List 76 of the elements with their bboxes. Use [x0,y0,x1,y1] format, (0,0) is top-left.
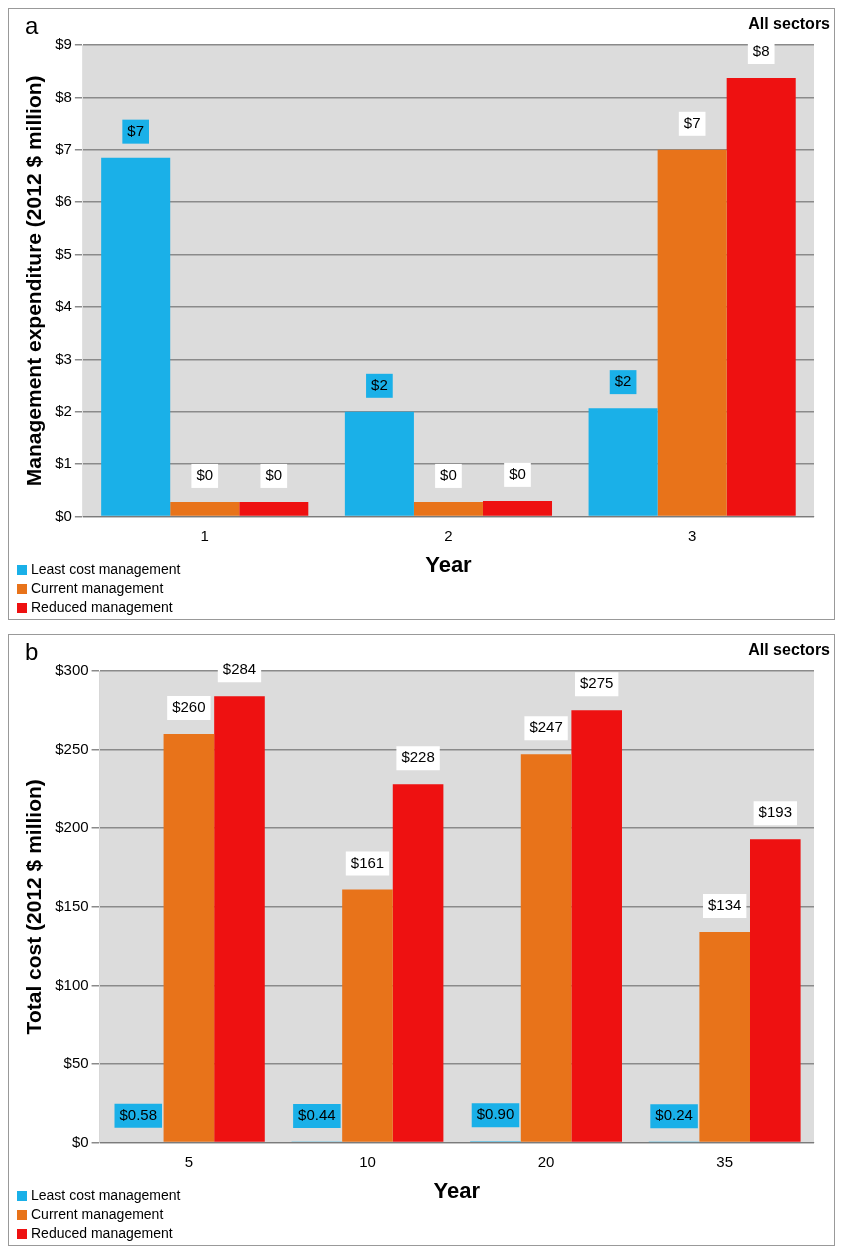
y-tick-label: $7 [55,139,72,157]
data-label: $0 [509,465,526,483]
data-label: $7 [127,121,145,139]
bar [101,157,171,516]
bar [413,501,483,516]
x-axis-title: Year [433,1177,481,1203]
bar [657,149,727,516]
bar [520,754,572,1142]
y-tick-label: $1 [55,454,72,472]
y-tick-label: $150 [55,896,89,914]
y-tick-label: $3 [55,349,72,367]
legend-label: Current management [31,1205,164,1224]
bar [699,931,750,1142]
data-label: $0.44 [298,1106,336,1124]
data-label: $260 [172,698,206,716]
x-tick-label: 5 [184,1152,194,1170]
y-tick-label: $100 [55,975,89,993]
y-tick-label: $8 [55,87,72,105]
bar [588,408,658,516]
data-label: $134 [708,896,742,914]
data-label: $247 [529,718,563,736]
y-tick-label: $4 [55,297,72,315]
y-axis-title: Total cost (2012 $ million) [22,779,46,1035]
data-label: $284 [222,660,257,678]
legend-label: Least cost management [31,1186,181,1205]
bar [344,411,414,516]
bar [392,784,444,1142]
bar [571,710,622,1142]
data-label: $0 [265,466,283,484]
y-tick-label: $0 [55,506,72,524]
x-tick-label: 1 [200,526,209,544]
text: All sectors [748,15,831,33]
text: a [25,11,39,39]
bar [163,733,215,1142]
y-tick-label: $0 [71,1132,89,1150]
legend-label: Reduced management [31,1224,173,1243]
data-label: $275 [580,674,614,692]
bar [214,696,265,1142]
data-label: $0 [196,466,214,484]
legend-label: Reduced management [31,598,173,617]
x-axis-title: Year [425,551,473,577]
text: All sectors [748,641,831,659]
legend-label: Current management [31,579,164,598]
y-tick-label: $250 [55,739,89,757]
data-label: $7 [683,113,701,131]
data-label: $0.24 [655,1106,693,1124]
y-tick-label: $6 [55,192,72,210]
y-tick-label: $200 [55,818,89,836]
y-axis-title: Management expenditure (2012 $ million) [22,75,46,487]
bar [239,501,309,516]
data-label: $2 [371,375,388,393]
data-label: $0.58 [119,1105,158,1123]
y-tick-label: $50 [63,1054,89,1072]
data-label: $8 [752,42,770,60]
data-label: $193 [758,803,792,821]
data-label: $0.90 [476,1105,515,1123]
legend-label: Least cost management [31,560,181,579]
bar [750,839,801,1142]
bar [482,500,553,516]
data-label: $0 [440,466,457,484]
x-tick-label: 3 [687,526,697,544]
x-tick-label: 2 [444,526,453,544]
y-tick-label: $300 [55,661,89,679]
bar [342,889,393,1142]
x-tick-label: 10 [359,1152,376,1170]
text: b [25,637,39,665]
data-label: $2 [614,372,632,390]
y-tick-label: $9 [55,35,72,53]
data-label: $228 [401,748,435,766]
bar [726,78,796,516]
y-tick-label: $2 [55,401,72,419]
y-tick-label: $5 [55,244,72,262]
x-tick-label: 20 [537,1152,555,1170]
data-label: $161 [350,853,385,871]
x-tick-label: 35 [716,1152,734,1170]
bar [170,501,240,516]
